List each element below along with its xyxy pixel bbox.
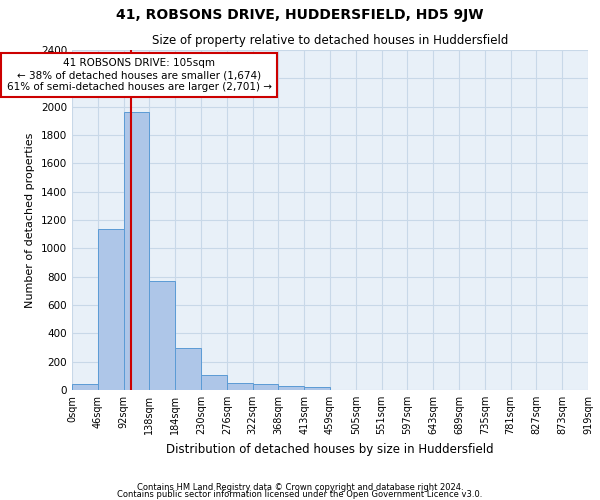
- Text: Contains HM Land Registry data © Crown copyright and database right 2024.: Contains HM Land Registry data © Crown c…: [137, 484, 463, 492]
- Text: Contains public sector information licensed under the Open Government Licence v3: Contains public sector information licen…: [118, 490, 482, 499]
- Bar: [149, 281, 175, 390]
- X-axis label: Distribution of detached houses by size in Huddersfield: Distribution of detached houses by size …: [166, 442, 494, 456]
- Bar: [72, 384, 98, 390]
- Text: 41, ROBSONS DRIVE, HUDDERSFIELD, HD5 9JW: 41, ROBSONS DRIVE, HUDDERSFIELD, HD5 9JW: [116, 8, 484, 22]
- Bar: [253, 384, 278, 390]
- Text: 41 ROBSONS DRIVE: 105sqm
← 38% of detached houses are smaller (1,674)
61% of sem: 41 ROBSONS DRIVE: 105sqm ← 38% of detach…: [7, 58, 272, 92]
- Bar: [227, 383, 253, 390]
- Y-axis label: Number of detached properties: Number of detached properties: [25, 132, 35, 308]
- Bar: [98, 228, 124, 390]
- Bar: [124, 112, 149, 390]
- Title: Size of property relative to detached houses in Huddersfield: Size of property relative to detached ho…: [152, 34, 508, 48]
- Bar: [201, 375, 227, 390]
- Bar: [278, 386, 304, 390]
- Bar: [175, 348, 201, 390]
- Bar: [304, 387, 330, 390]
